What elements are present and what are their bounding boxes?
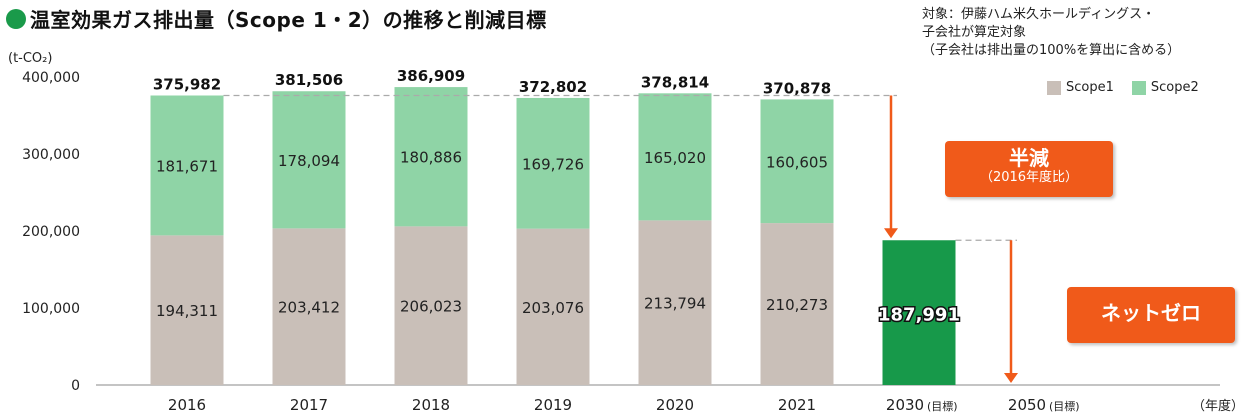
chart-title: 温室効果ガス排出量（Scope 1・2）の推移と削減目標 [6,4,547,33]
x-tick-label: 2018 [412,396,450,414]
data-label-scope1: 203,076 [522,299,584,317]
legend-swatch-scope1 [1047,80,1061,95]
note-line-3: （子会社は排出量の100%を算出に含める） [922,43,1181,58]
x-axis-label: （年度） [1192,398,1244,414]
bar-scope2 [150,95,224,236]
data-label-scope1: 206,023 [400,298,462,316]
bar-scope2 [394,87,468,227]
x-tick-label: 2030 [886,396,924,414]
data-label-total: 375,982 [153,75,221,93]
callout-half-sub: （2016年度比） [979,170,1079,185]
arrow-net-zero-head [1004,373,1018,383]
bar-scope2 [638,93,712,221]
data-label-total: 370,878 [763,79,831,97]
bar-scope1 [150,235,224,385]
note-line-1: 対象：伊藤ハム米久ホールディングス・ [922,7,1156,22]
callout-net-zero: ネットゼロ [1067,287,1235,343]
y-tick-label: 200,000 [22,224,80,240]
x-tick-label: 2016 [168,396,206,414]
data-label-scope2: 169,726 [522,155,584,173]
bar-scope2 [516,97,590,229]
data-label-scope2: 165,020 [644,149,706,167]
data-label-scope2: 180,886 [400,149,462,167]
x-tick-label: 2021 [778,396,816,414]
callout-half-main: 半減 [1009,146,1049,170]
data-label-total: 381,506 [275,71,343,89]
x-tick-label: 2019 [534,396,572,414]
legend-label-scope2: Scope2 [1150,80,1199,95]
data-label-scope1: 213,794 [644,295,706,313]
data-label-scope2: 178,094 [278,152,340,170]
data-label-scope1: 194,311 [156,302,218,320]
data-label-target: 187,991 [878,305,960,326]
x-tick-label: 2017 [290,396,328,414]
bar-scope1 [516,228,590,385]
scope-note: 対象：伊藤ハム米久ホールディングス・ 子会社が算定対象 （子会社は排出量の100… [922,6,1180,60]
arrow-half-reduction-head [884,228,898,239]
x-tick-label: 2050 [1008,396,1046,414]
x-tick-label: 2020 [656,396,694,414]
y-tick-label: 300,000 [22,147,80,163]
y-tick-label: 0 [71,378,80,394]
y-axis-label: (t-CO₂) [8,51,52,66]
bar-target-2030 [882,240,956,385]
bullet-dot-icon [6,8,26,29]
x-tick-suffix: (目標) [927,399,958,413]
bar-scope2 [760,99,834,224]
chart-legend: Scope1 Scope2 [1047,80,1217,95]
bar-scope1 [760,223,834,385]
legend-item-scope1: Scope1 [1047,80,1114,95]
data-label-scope2: 160,605 [766,153,828,171]
callout-netzero-main: ネットゼロ [1101,301,1201,325]
data-label-total: 378,814 [641,73,709,91]
data-label-scope1: 210,273 [766,296,828,314]
callout-half-reduction: 半減 （2016年度比） [945,141,1113,197]
y-tick-label: 100,000 [22,301,80,317]
legend-label-scope1: Scope1 [1066,80,1114,95]
x-tick-suffix: (目標) [1049,399,1080,413]
data-label-scope1: 203,412 [278,299,340,317]
data-label-total: 372,802 [519,78,587,96]
legend-item-scope2: Scope2 [1131,80,1199,95]
legend-swatch-scope2 [1131,80,1146,95]
bar-scope1 [638,220,712,385]
title-text: 温室効果ガス排出量（Scope 1・2）の推移と削減目標 [30,8,547,32]
bar-scope2 [272,91,346,229]
data-label-total: 386,909 [397,67,465,85]
note-line-2: 子会社が算定対象 [922,25,1027,40]
bar-scope1 [272,228,346,385]
bar-scope1 [394,226,468,385]
y-tick-label: 400,000 [22,70,80,86]
data-label-scope2: 181,671 [156,157,218,175]
